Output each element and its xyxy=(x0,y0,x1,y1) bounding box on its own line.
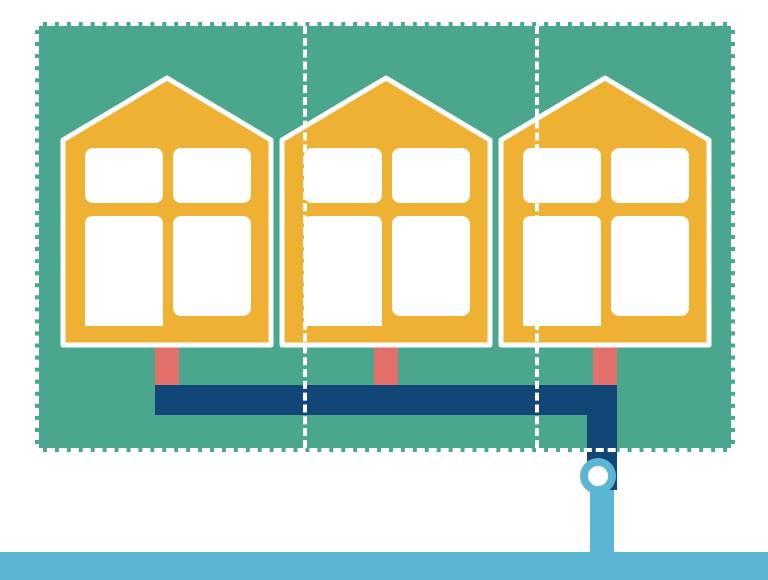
red-connector-0 xyxy=(155,345,179,387)
red-connector-2 xyxy=(593,345,617,387)
door xyxy=(304,216,382,326)
red-connector-1 xyxy=(374,345,398,387)
house-1 xyxy=(277,73,495,350)
window-top_right xyxy=(392,148,470,203)
window-top_left xyxy=(304,148,382,203)
window-top_right xyxy=(611,148,689,203)
window-top_right xyxy=(173,148,251,203)
valve-circle xyxy=(580,458,616,494)
house-2 xyxy=(496,73,714,350)
window-bottom_right xyxy=(611,216,689,316)
dashed-divider-0 xyxy=(303,26,307,448)
light-pipe-horizontal xyxy=(0,552,768,580)
window-top_left xyxy=(85,148,163,203)
house-0 xyxy=(58,73,276,350)
dashed-divider-1 xyxy=(535,26,539,448)
window-bottom_right xyxy=(173,216,251,316)
dark-pipe-horizontal xyxy=(155,385,617,415)
door xyxy=(85,216,163,326)
window-bottom_right xyxy=(392,216,470,316)
